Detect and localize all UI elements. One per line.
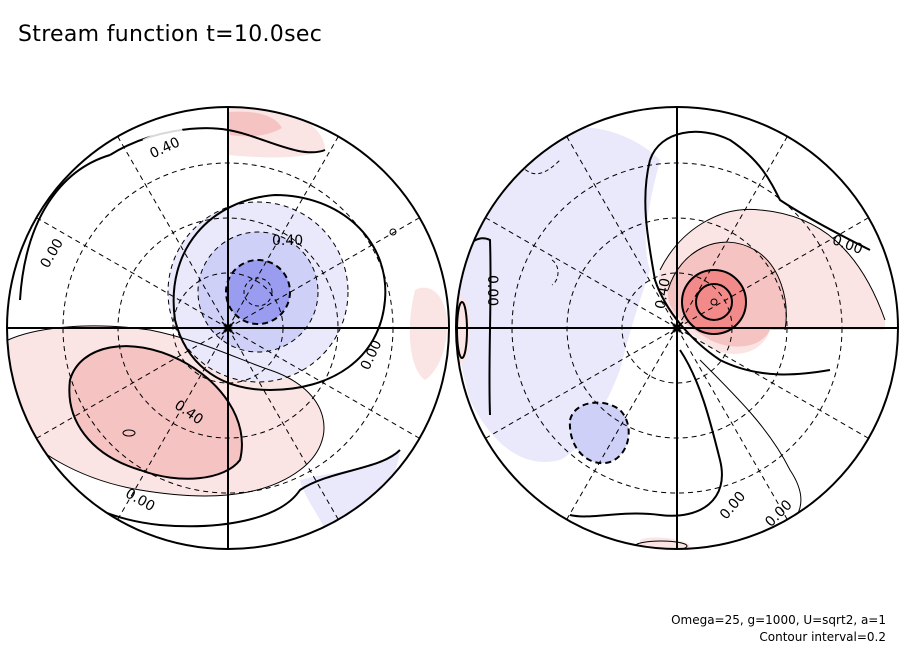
parameters-note: Omega=25, g=1000, U=sqrt2, a=1 Contour i…: [671, 612, 886, 646]
contour-label-left-040-center: 0.40: [272, 233, 303, 249]
right-hemisphere: [456, 107, 898, 549]
left-hemisphere-rim: [6, 106, 450, 550]
contour-label-right-000-bottom-b: 0.00: [762, 497, 795, 530]
right-positive-region-core: [682, 270, 746, 334]
contour-label-left-000-west: 0.00: [38, 236, 67, 271]
chart-title: Stream function t=10.0sec: [18, 22, 323, 47]
left-negative-region-bottom: [300, 450, 400, 540]
contour-label-right-000-bottom-a: 0.00: [717, 489, 749, 523]
left-negative-region-core: [226, 260, 290, 324]
right-negative-region-left: [456, 127, 660, 462]
contour-label-right-000-west: 0.00: [484, 275, 500, 306]
left-positive-region-top-core: [228, 111, 282, 137]
contour-interval-line: Contour interval=0.2: [759, 630, 886, 644]
parameters-line: Omega=25, g=1000, U=sqrt2, a=1: [671, 613, 886, 627]
left-hemisphere: [7, 107, 449, 549]
contour-label-right-040: 0.40: [653, 277, 674, 310]
right-negative-region-blob: [569, 402, 629, 464]
right-hemisphere-rim: [455, 106, 899, 550]
left-positive-region-right: [409, 287, 448, 380]
contour-label-left-000-east: 0.00: [358, 338, 386, 373]
